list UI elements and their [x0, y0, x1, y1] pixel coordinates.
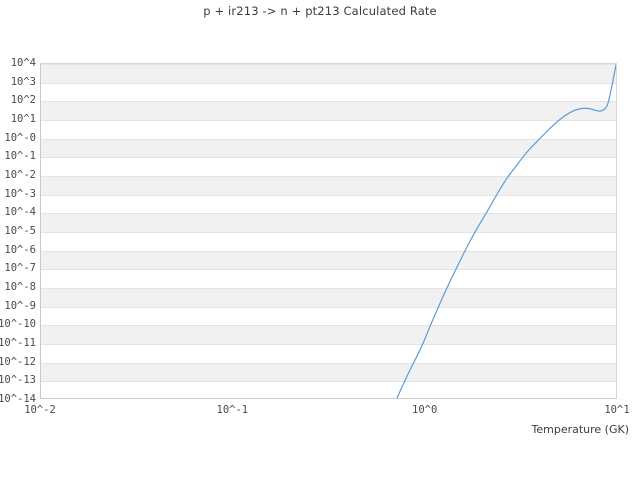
grid-band: [41, 362, 616, 382]
y-tick-label: 10^-8: [4, 281, 36, 293]
x-tick-label: 10^-1: [216, 404, 249, 416]
y-tick-label: 10^-7: [4, 262, 36, 275]
y-tick-label: 10^-1: [4, 150, 36, 163]
grid-band: [41, 101, 616, 120]
grid-line: [41, 64, 616, 65]
grid-band: [41, 250, 616, 270]
y-tick-label: 10^2: [10, 94, 36, 107]
grid-line: [41, 381, 616, 382]
grid-line: [41, 307, 616, 308]
grid-line: [41, 157, 616, 158]
y-tick-label: 10^1: [10, 113, 36, 125]
grid-line: [41, 344, 616, 345]
plot-area: [40, 63, 617, 399]
grid-line: [41, 213, 616, 214]
x-tick-label: 10^-2: [24, 404, 56, 416]
grid-line: [41, 195, 616, 196]
grid-band: [41, 213, 616, 232]
chart-title: p + ir213 -> n + pt213 Calculated Rate: [203, 4, 437, 18]
y-tick-label: 10^-3: [4, 187, 36, 200]
y-tick-label: 10^-5: [4, 225, 36, 237]
grid-band: [41, 288, 616, 307]
y-tick-label: 10^-11: [0, 337, 36, 349]
y-tick-label: 10^-6: [4, 243, 36, 256]
grid-line: [41, 269, 616, 270]
grid-line: [41, 83, 616, 84]
grid-band: [41, 325, 616, 344]
y-tick-label: 10^-4: [4, 206, 36, 219]
y-tick-label: 10^4: [10, 57, 36, 69]
grid-band: [41, 176, 616, 195]
y-tick-label: 10^-9: [4, 299, 36, 312]
x-tick-label: 10^0: [412, 404, 438, 416]
y-tick-label: 10^-2: [4, 169, 36, 181]
grid-band: [41, 64, 616, 83]
grid-band: [41, 138, 616, 158]
grid-line: [41, 288, 616, 289]
grid-line: [41, 139, 616, 140]
grid-line: [41, 120, 616, 121]
y-tick-label: 10^-13: [0, 374, 36, 387]
y-tick-label: 10^-10: [0, 318, 36, 331]
y-tick-label: 10^-12: [0, 355, 36, 368]
grid-line: [41, 325, 616, 326]
y-tick-label: 10^3: [10, 75, 36, 88]
grid-line: [41, 363, 616, 364]
x-axis-label: Temperature (GK): [531, 423, 630, 436]
grid-line: [41, 101, 616, 102]
series-line-calculated-rate: [396, 64, 616, 398]
grid-line: [41, 251, 616, 252]
y-tick-label: 10^-14: [0, 393, 36, 405]
grid-line: [41, 232, 616, 233]
grid-line: [41, 176, 616, 177]
x-tick-label: 10^1: [604, 404, 630, 416]
y-tick-label: 10^-0: [4, 131, 36, 144]
